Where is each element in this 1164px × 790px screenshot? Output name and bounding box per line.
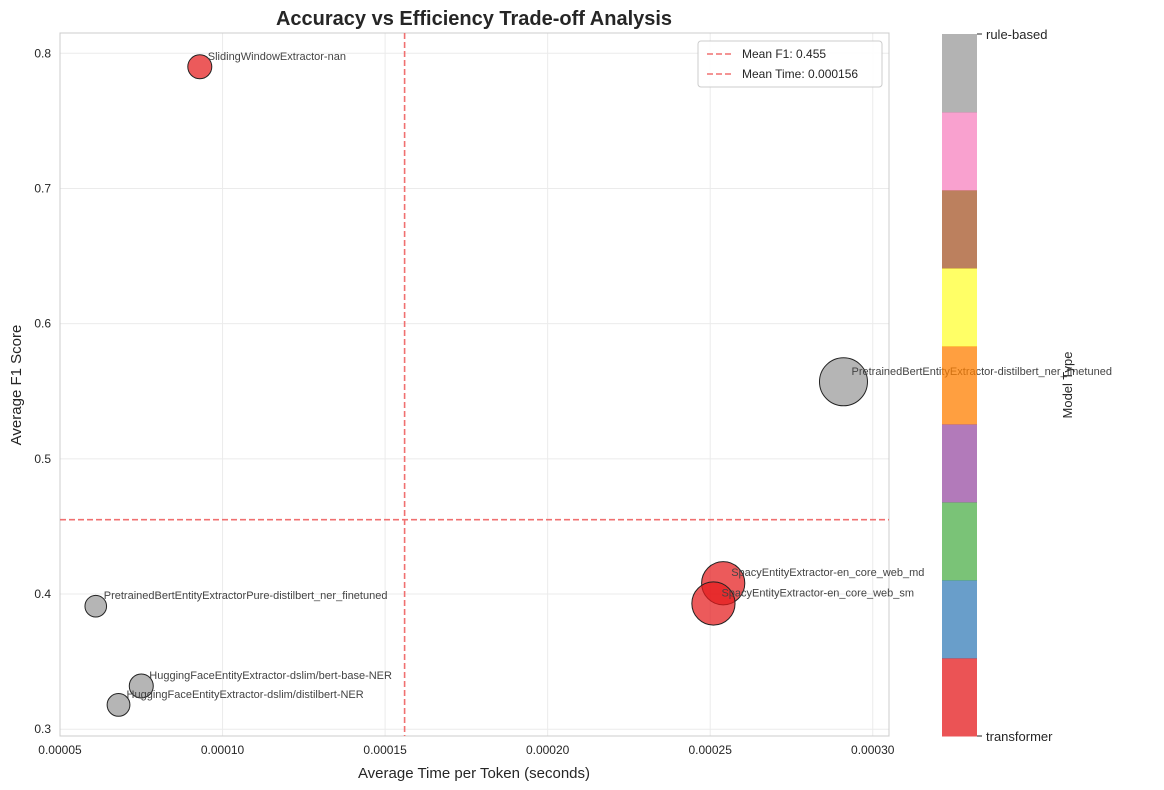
colorbar-label: Model Type (1060, 352, 1075, 419)
colorbar-segment (942, 112, 977, 191)
legend-entry: Mean Time: 0.000156 (742, 67, 858, 81)
point-label: SpacyEntityExtractor-en_core_web_md (731, 567, 924, 579)
data-point (84, 594, 108, 618)
plot-frame (59, 32, 890, 737)
point-label: HuggingFaceEntityExtractor-dslim/bert-ba… (149, 670, 392, 682)
data-point (818, 357, 868, 407)
y-tick-label: 0.7 (34, 181, 51, 195)
point-label: PretrainedBertEntityExtractor-distilbert… (851, 366, 1111, 378)
colorbar-segment (942, 268, 977, 347)
colorbar-segment (942, 658, 977, 737)
point-label: SlidingWindowExtractor-nan (208, 51, 346, 63)
colorbar: rule-based transformer Model Type (942, 27, 1075, 744)
x-tick-label: 0.00005 (38, 743, 82, 757)
colorbar-segment (942, 190, 977, 269)
y-tick-label: 0.8 (34, 46, 51, 60)
plot-area: 0.00005 0.00010 0.00015 0.00020 0.00025 0.000… (34, 32, 1112, 757)
data-point (187, 54, 213, 80)
point-label: PretrainedBertEntityExtractorPure-distil… (104, 590, 388, 602)
point-label: SpacyEntityExtractor-en_core_web_sm (721, 588, 914, 600)
data-point (691, 581, 736, 626)
legend-entry: Mean F1: 0.455 (742, 47, 826, 61)
colorbar-segment (942, 346, 977, 425)
x-tick-label: 0.00020 (526, 743, 570, 757)
chart-title: Accuracy vs Efficiency Trade-off Analysi… (276, 8, 672, 30)
colorbar-segment (942, 424, 977, 503)
colorbar-segment (942, 580, 977, 659)
x-axis-label: Average Time per Token (seconds) (358, 765, 590, 782)
x-tick-label: 0.00010 (201, 743, 245, 757)
y-tick-label: 0.4 (34, 587, 51, 601)
data-point (106, 693, 131, 717)
data-point (128, 673, 154, 699)
x-tick-label: 0.00030 (851, 743, 895, 757)
colorbar-tick-label-top: rule-based (986, 27, 1047, 42)
x-tick-label: 0.00015 (363, 743, 407, 757)
x-tick-label: 0.00025 (689, 743, 733, 757)
y-tick-label: 0.6 (34, 317, 51, 331)
legend-box (697, 40, 883, 88)
y-tick-label: 0.5 (34, 452, 51, 466)
y-tick-label: 0.3 (34, 722, 51, 736)
colorbar-segment (942, 502, 977, 581)
legend: Mean F1: 0.455 Mean Time: 0.000156 (697, 40, 883, 88)
colorbar-tick-label-bottom: transformer (986, 729, 1053, 744)
y-axis-label: Average F1 Score (8, 325, 25, 446)
colorbar-segment (942, 34, 977, 113)
point-label: HuggingFaceEntityExtractor-dslim/distilb… (127, 689, 364, 701)
